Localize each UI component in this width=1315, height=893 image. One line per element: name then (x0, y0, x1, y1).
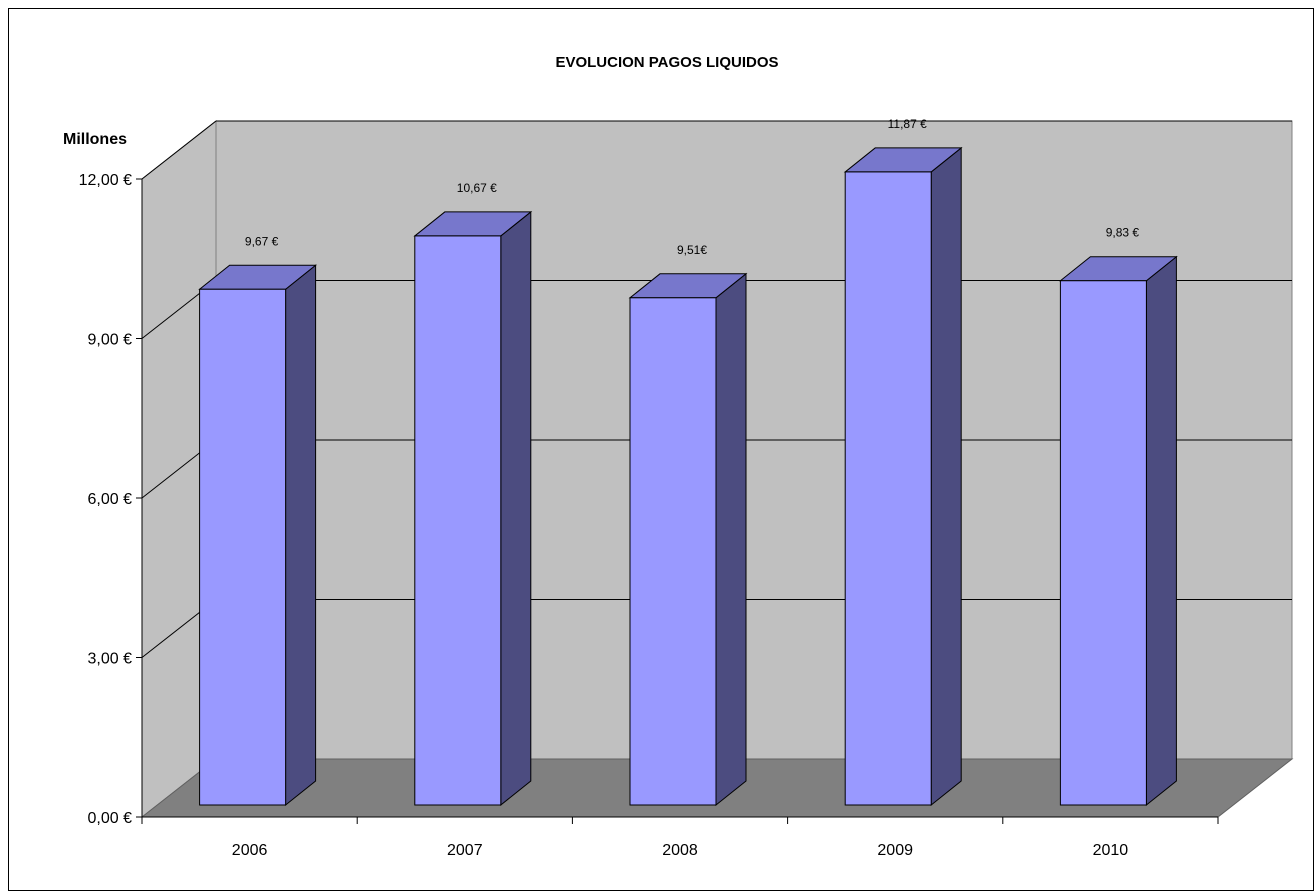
bar (1059, 280, 1147, 806)
bar (629, 297, 717, 806)
y-tick-label: 3,00 € (88, 651, 133, 668)
y-axis-unit-label: Millones (63, 131, 127, 148)
y-tick-label: 6,00 € (88, 491, 133, 508)
bar-side (1145, 255, 1177, 807)
bars (198, 146, 1178, 807)
bar (844, 171, 932, 806)
chart-title: EVOLUCION PAGOS LIQUIDOS (555, 54, 778, 71)
gridline-side (141, 120, 217, 180)
chart-frame: 0,00 € 3,00 € 6,00 € 9,00 € 12,00 € 9,67 € 200… (8, 8, 1314, 891)
bar-side (715, 272, 747, 807)
data-label: 9,51€ (677, 243, 707, 257)
data-label: 10,67 € (457, 181, 497, 195)
bar-side (930, 146, 962, 807)
x-tick-label: 2008 (662, 842, 698, 859)
data-label: 9,67 € (245, 234, 279, 248)
y-tick-label: 9,00 € (88, 332, 133, 349)
x-tick-label: 2007 (447, 842, 483, 859)
data-label: 9,83 € (1106, 226, 1140, 240)
bar (199, 288, 287, 806)
bar (414, 235, 502, 806)
y-tick-label: 0,00 € (88, 810, 133, 827)
x-tick-label: 2010 (1093, 842, 1129, 859)
axes (136, 178, 1219, 824)
x-tick-label: 2006 (232, 842, 268, 859)
x-tick-label: 2009 (877, 842, 913, 859)
data-label: 11,87 € (888, 117, 927, 131)
chart-svg: 0,00 € 3,00 € 6,00 € 9,00 € 12,00 € 9,67 € 200… (63, 54, 1294, 859)
bar-side (500, 210, 532, 807)
y-tick-label: 12,00 € (79, 172, 132, 189)
bar-side (285, 264, 317, 807)
labels: 0,00 € 3,00 € 6,00 € 9,00 € 12,00 € 9,67 € 200… (79, 117, 1140, 859)
